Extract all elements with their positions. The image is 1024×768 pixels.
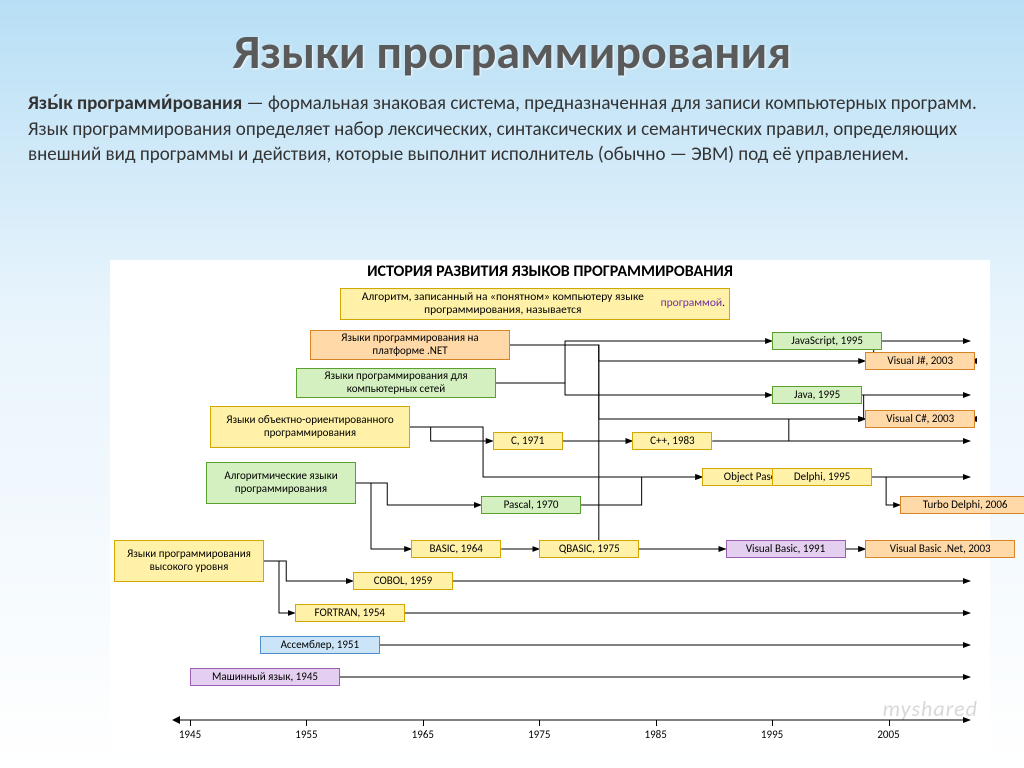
axis-label: 1995 (761, 728, 783, 741)
axis-label: 1945 (179, 728, 201, 741)
lang-vb: Visual Basic, 1991 (726, 540, 846, 558)
lang-cpp: C++, 1983 (632, 432, 712, 450)
axis-label: 1985 (645, 728, 667, 741)
axis-tick (539, 720, 540, 726)
lang-java: Java, 1995 (772, 386, 862, 404)
axis-label: 2005 (877, 728, 899, 741)
axis-tick (306, 720, 307, 726)
axis-label: 1975 (528, 728, 550, 741)
page-title: Языки программирования (0, 0, 1024, 81)
lang-tdelphi: Turbo Delphi, 2006 (900, 496, 1024, 514)
lang-pascal: Pascal, 1970 (481, 496, 581, 514)
cat-algo: Алгоритмические языки программирования (206, 462, 356, 504)
cat-oop: Языки объектно-ориентированного программ… (210, 406, 410, 448)
cat-nets: Языки программирования для компьютерных … (296, 368, 496, 398)
axis-arrow-left (172, 716, 180, 724)
lang-vjsharp: Visual J#, 2003 (865, 352, 975, 370)
timeline-chart: ИСТОРИЯ РАЗВИТИЯ ЯЗЫКОВ ПРОГРАММИРОВАНИЯ… (110, 260, 990, 750)
lang-cobol: COBOL, 1959 (353, 572, 453, 590)
lang-asm: Ассемблер, 1951 (260, 636, 380, 654)
page-description: Язы́к программи́рования — формальная зна… (0, 81, 1024, 168)
lang-qbasic: QBASIC, 1975 (539, 540, 639, 558)
axis-label: 1965 (412, 728, 434, 741)
lang-fortran: FORTRAN, 1954 (295, 604, 405, 622)
axis-tick (772, 720, 773, 726)
cat-net: Языки программирования на платформе .NET (310, 330, 510, 360)
axis-tick (423, 720, 424, 726)
watermark: myshared (883, 695, 978, 722)
axis-tick (190, 720, 191, 726)
cat-high: Языки программирования высокого уровня (114, 540, 264, 582)
intro-box: Алгоритм, записанный на «понятном» компь… (340, 288, 730, 320)
lang-machine: Машинный язык, 1945 (190, 668, 340, 686)
axis-label: 1955 (295, 728, 317, 741)
lang-vcsharp: Visual C#, 2003 (865, 410, 975, 428)
lang-delphi: Delphi, 1995 (772, 468, 872, 486)
lang-vbnet: Visual Basic .Net, 2003 (865, 540, 1015, 558)
lang-js: JavaScript, 1995 (772, 332, 882, 350)
lang-basic: BASIC, 1964 (411, 540, 501, 558)
axis-tick (656, 720, 657, 726)
lang-c: C, 1971 (493, 432, 563, 450)
